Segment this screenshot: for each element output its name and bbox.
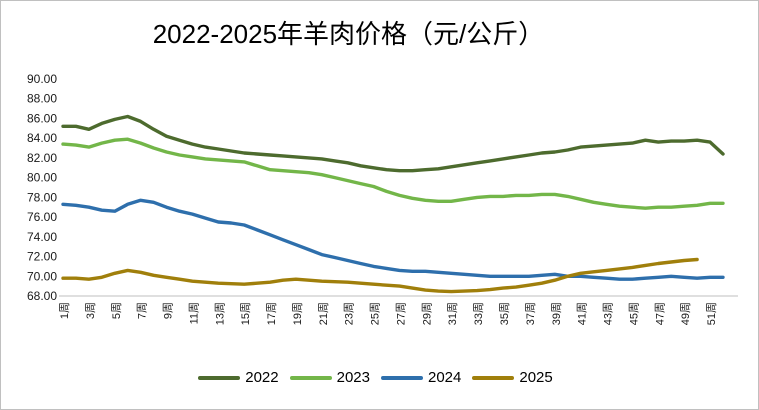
- y-tick-label: 70.00: [27, 269, 57, 283]
- legend-swatch-2025: [472, 375, 515, 380]
- x-tick-label: 39周: [550, 302, 563, 325]
- x-tick-label: 45周: [627, 302, 640, 325]
- x-tick-label: 15周: [239, 302, 252, 325]
- y-tick-label: 82.00: [27, 151, 57, 165]
- legend-swatch-2023: [289, 375, 332, 380]
- x-tick-label: 31周: [446, 302, 459, 325]
- x-tick-label: 7周: [136, 302, 149, 319]
- x-tick-label: 27周: [394, 302, 407, 325]
- y-tick-label: 78.00: [27, 190, 57, 204]
- chart-title: 2022-2025年羊肉价格（元/公斤）: [152, 19, 545, 49]
- y-tick-label: 68.00: [27, 289, 57, 303]
- legend-label-2025: 2025: [519, 369, 553, 386]
- series-line-2024: [61, 198, 725, 281]
- y-tick-label: 72.00: [27, 250, 57, 264]
- x-tick-label: 43周: [602, 302, 615, 325]
- legend: 2022 2023 2024 2025: [1, 369, 750, 386]
- y-tick-label: 80.00: [27, 171, 57, 185]
- legend-item-2025: 2025: [472, 369, 553, 386]
- legend-item-2024: 2024: [381, 369, 461, 386]
- y-tick-label: 76.00: [27, 210, 57, 224]
- x-tick-label: 17周: [265, 302, 278, 325]
- legend-label-2023: 2023: [336, 369, 370, 386]
- x-tick-label: 35周: [498, 302, 511, 325]
- y-tick-label: 88.00: [27, 92, 57, 106]
- y-tick-label: 84.00: [27, 131, 57, 145]
- x-tick-label: 23周: [343, 302, 356, 325]
- y-tick-label: 90.00: [27, 72, 57, 86]
- x-tick-label: 37周: [524, 302, 537, 325]
- x-tick-label: 33周: [472, 302, 485, 325]
- x-tick-label: 51周: [705, 302, 718, 325]
- legend-swatch-2022: [198, 375, 241, 380]
- legend-item-2022: 2022: [198, 369, 279, 386]
- x-tick-label: 49周: [679, 302, 692, 325]
- x-tick-label: 11周: [187, 302, 200, 324]
- x-tick-label: 9周: [162, 302, 175, 319]
- x-tick-label: 47周: [653, 302, 666, 325]
- legend-label-2022: 2022: [245, 369, 279, 386]
- x-tick-label: 13周: [213, 302, 226, 325]
- legend-swatch-2024: [381, 375, 423, 380]
- x-tick-label: 1周: [58, 302, 71, 319]
- x-tick-label: 19周: [291, 302, 304, 325]
- x-tick-label: 25周: [369, 302, 382, 325]
- x-tick-label: 5周: [110, 302, 123, 319]
- x-tick-label: 41周: [576, 302, 589, 325]
- y-tick-label: 86.00: [27, 111, 57, 125]
- y-tick-label: 74.00: [27, 230, 57, 244]
- x-tick-label: 21周: [317, 302, 330, 325]
- x-tick-label: 3周: [84, 302, 97, 319]
- series-line-2025: [61, 257, 699, 294]
- x-tick-label: 29周: [420, 302, 433, 325]
- legend-item-2023: 2023: [289, 369, 370, 386]
- series-line-2022: [61, 114, 725, 173]
- legend-label-2024: 2024: [428, 369, 462, 386]
- series-line-2023: [61, 137, 725, 210]
